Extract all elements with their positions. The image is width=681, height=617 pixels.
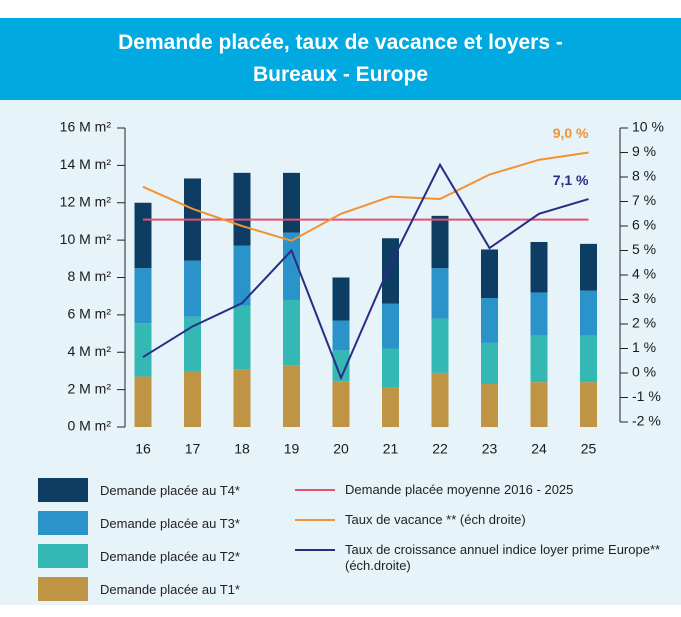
x-tick-label: 18: [234, 441, 250, 457]
line-series: [142, 151, 589, 242]
x-tick-label: 17: [185, 441, 201, 457]
data-label: 7,1 %: [553, 172, 589, 188]
legend-swatch: [38, 478, 88, 502]
legend-label: Demande placée au T3*: [100, 516, 240, 531]
bar-segment: [431, 318, 449, 373]
bar-segment: [431, 215, 449, 269]
y2-tick-label: 7 %: [632, 192, 656, 208]
bar-segment: [580, 290, 597, 336]
legend-label: Demande placée moyenne 2016 - 2025: [345, 482, 574, 497]
bar-segment: [283, 365, 300, 427]
bar-segment: [134, 268, 152, 324]
y2-tick-label: 3 %: [632, 290, 656, 306]
y-tick-label: 6 M m²: [67, 306, 111, 322]
y2-tick-label: -2 %: [632, 413, 661, 429]
chart-title: Demande placée, taux de vacance et loyer…: [0, 18, 681, 100]
bar-segment: [332, 381, 350, 427]
bar-segment: [233, 369, 251, 427]
y-tick-label: 0 M m²: [67, 418, 111, 434]
legend-label: Taux de croissance annuel indice loyer p…: [345, 542, 661, 573]
y-tick-label: 12 M m²: [60, 193, 112, 209]
bar-segment: [283, 232, 300, 300]
y2-tick-label: 9 %: [632, 143, 656, 159]
y2-tick-label: 1 %: [632, 339, 656, 355]
bar-segment: [481, 249, 498, 299]
bar-segment: [382, 238, 399, 304]
bar-segment: [283, 299, 300, 366]
bar-segment: [382, 387, 399, 427]
bar-segment: [233, 172, 251, 246]
legend-line: [295, 489, 335, 491]
legend-line: [295, 519, 335, 521]
legend-swatch: [38, 577, 88, 601]
y-tick-label: 16 M m²: [60, 119, 112, 135]
y2-tick-label: 4 %: [632, 266, 656, 282]
x-tick-label: 25: [581, 441, 597, 457]
bar-segment: [134, 323, 152, 377]
bar-segment: [481, 342, 498, 385]
legend-label: Taux de vacance ** (éch droite): [345, 512, 526, 527]
y-tick-label: 14 M m²: [60, 156, 112, 172]
legend-label: Demande placée au T2*: [100, 549, 240, 564]
y-tick-label: 4 M m²: [67, 343, 111, 359]
x-tick-label: 24: [531, 441, 547, 457]
bar-segment: [530, 292, 548, 336]
bar-segment: [283, 172, 300, 233]
y2-tick-label: 8 %: [632, 168, 656, 184]
bar-segment: [184, 370, 201, 427]
bar-segment: [233, 245, 251, 306]
legend-label: Demande placée au T4*: [100, 483, 240, 498]
bar-segment: [481, 298, 498, 343]
legend-swatch: [38, 511, 88, 535]
legend-line: [295, 549, 335, 551]
y2-tick-label: -1 %: [632, 388, 661, 404]
bar-segment: [580, 382, 597, 427]
legend-swatch: [38, 544, 88, 568]
y2-tick-label: 0 %: [632, 364, 656, 380]
bar-segment: [382, 303, 399, 349]
line-series: [142, 162, 589, 381]
bar-segment: [332, 350, 350, 382]
bar-segment: [184, 260, 201, 317]
bar-segment: [530, 241, 548, 293]
bar-segment: [184, 316, 201, 371]
x-tick-label: 23: [482, 441, 498, 457]
legend-label: Demande placée au T1*: [100, 582, 240, 597]
y-tick-label: 10 M m²: [60, 231, 112, 247]
bar-segment: [580, 335, 597, 383]
x-tick-label: 16: [135, 441, 151, 457]
bar-segment: [332, 320, 350, 351]
y-tick-label: 8 M m²: [67, 268, 111, 284]
y2-tick-label: 6 %: [632, 217, 656, 233]
bar-segment: [134, 202, 152, 269]
y2-tick-label: 2 %: [632, 315, 656, 331]
bar-segment: [332, 277, 350, 321]
y-tick-label: 2 M m²: [67, 380, 111, 396]
bar-segment: [580, 243, 597, 291]
x-tick-label: 20: [333, 441, 349, 457]
x-tick-label: 22: [432, 441, 448, 457]
x-tick-label: 19: [284, 441, 300, 457]
bar-segment: [481, 384, 498, 427]
bar-segment: [530, 382, 548, 427]
bar-segment: [134, 376, 152, 427]
bar-segment: [530, 335, 548, 383]
bar-segment: [382, 348, 399, 388]
y2-tick-label: 5 %: [632, 241, 656, 257]
bar-segment: [431, 268, 449, 319]
data-label: 9,0 %: [553, 125, 589, 141]
y2-tick-label: 10 %: [632, 119, 664, 135]
x-tick-label: 21: [383, 441, 399, 457]
bar-segment: [233, 305, 251, 370]
bar-segment: [431, 372, 449, 427]
